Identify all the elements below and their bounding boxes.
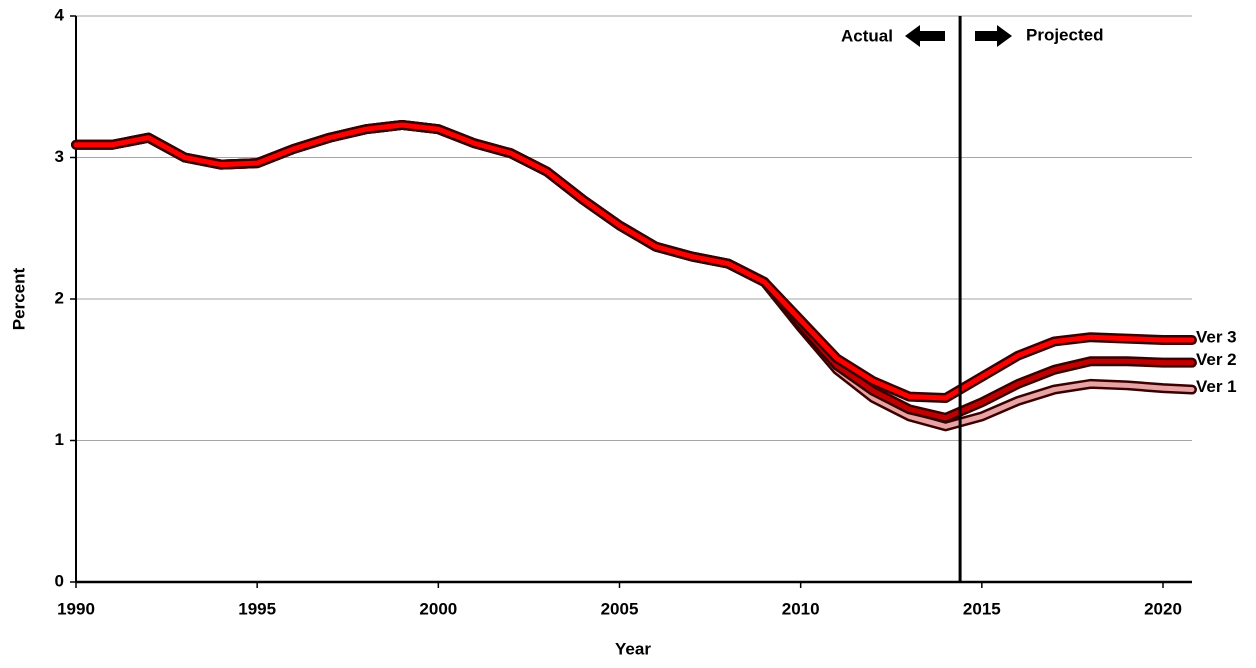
x-axis-title: Year: [615, 639, 651, 658]
series-label: Ver 1: [1196, 377, 1237, 396]
y-axis-title: Percent: [9, 267, 28, 330]
x-tick-label: 2010: [782, 599, 820, 618]
x-tick-label: 2015: [963, 599, 1001, 618]
projected-label: Projected: [1026, 25, 1103, 44]
line-outline: [71, 119, 1197, 423]
y-tick-label: 3: [55, 147, 64, 166]
x-tick-label: 2005: [601, 599, 639, 618]
series-label: Ver 2: [1196, 350, 1237, 369]
y-tick-label: 4: [55, 5, 65, 24]
y-tick-label: 2: [55, 288, 64, 307]
x-tick-label: 2000: [419, 599, 457, 618]
left-arrow: [905, 25, 945, 47]
y-tick-label: 1: [55, 430, 64, 449]
right-arrow: [975, 25, 1012, 47]
series-line: [73, 122, 1195, 421]
x-tick-label: 1995: [238, 599, 276, 618]
series-line: [73, 122, 1195, 401]
y-tick-label: 0: [55, 571, 64, 590]
x-tick-label: 1990: [57, 599, 95, 618]
actual-label: Actual: [841, 26, 893, 45]
series-label: Ver 3: [1196, 328, 1237, 347]
x-tick-label: 2020: [1144, 599, 1182, 618]
